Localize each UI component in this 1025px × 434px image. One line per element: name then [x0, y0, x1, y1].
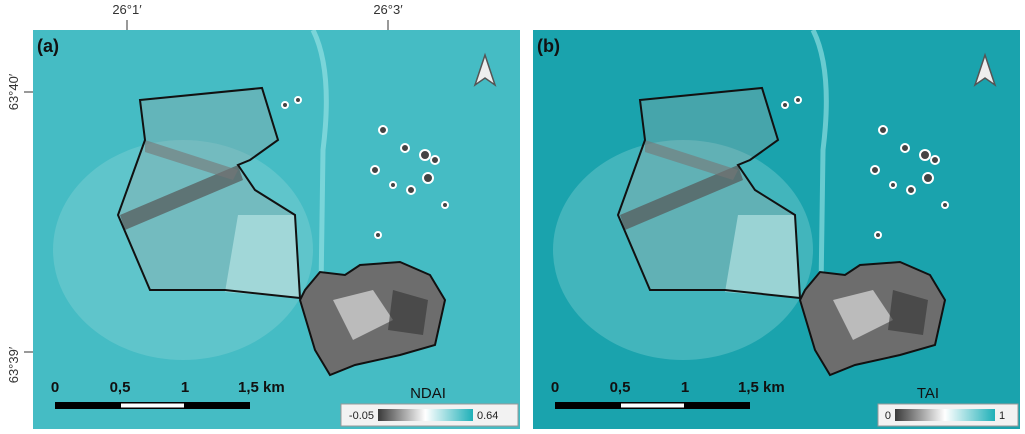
- latitude-label: 63°40′: [6, 73, 21, 110]
- legend-title: NDAI: [410, 385, 446, 402]
- scale-bar-segment: [621, 404, 684, 408]
- panels: (a) 0 0,5 1 1,5 km NDAI -0.05 0.64 (b) 0 0,5 1 1,5 k…: [33, 30, 1020, 429]
- scale-label: 1: [681, 379, 689, 396]
- scale-label: 0,5: [110, 379, 131, 396]
- legend-gradient: [378, 409, 473, 421]
- map-panel: (a) 0 0,5 1 1,5 km NDAI -0.05 0.64: [33, 30, 520, 429]
- scale-label: 1,5 km: [738, 379, 785, 396]
- legend-max: 0.64: [477, 410, 498, 422]
- latitude-label: 63°39′: [6, 346, 21, 383]
- scale-bar-segment: [121, 404, 184, 408]
- page: {"axes": {"top": ["26°1′", "26°3′"], "le…: [0, 0, 1025, 429]
- scale-label: 0: [51, 379, 59, 396]
- legend-max: 1: [999, 410, 1005, 422]
- longitude-label: 26°1′: [112, 2, 142, 17]
- figure: 26°1′ 26°3′ 63°40′ 63°39′ (a) 0 0,5 1 1,5 km…: [0, 0, 1025, 429]
- panel-label: (a): [37, 36, 59, 56]
- legend-min: -0.05: [349, 410, 374, 422]
- scale-label: 1: [181, 379, 189, 396]
- map-panel: (b) 0 0,5 1 1,5 km TAI 0 1: [533, 30, 1020, 429]
- legend-title: TAI: [917, 385, 939, 402]
- legend-gradient: [895, 409, 995, 421]
- legend-min: 0: [885, 410, 891, 422]
- scale-label: 0,5: [610, 379, 631, 396]
- scale-label: 1,5 km: [238, 379, 285, 396]
- panel-label: (b): [537, 36, 560, 56]
- longitude-label: 26°3′: [373, 2, 403, 17]
- scale-label: 0: [551, 379, 559, 396]
